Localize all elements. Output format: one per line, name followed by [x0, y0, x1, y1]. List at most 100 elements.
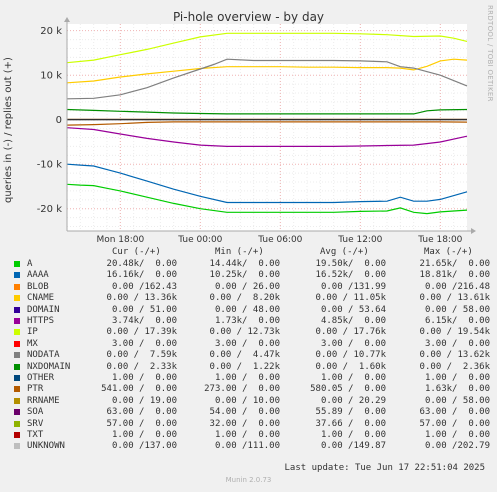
series-line-ip: [66, 32, 468, 64]
legend-swatch: [14, 340, 20, 347]
legend-max-value: 0.00 / 13.62k: [414, 350, 490, 361]
legend-name: TXT: [27, 430, 44, 440]
legend-name: SRV: [27, 418, 44, 429]
legend-name: OTHER: [27, 373, 55, 383]
legend-row-nxdomain: NXDOMAIN 0.00 / 2.33k 0.00 / 1.22k 0.00 …: [0, 362, 497, 373]
legend-min-value: 0.00 / 10.00: [209, 395, 280, 406]
legend-avg-value: 580.05 / 0.00: [310, 384, 386, 395]
legend-name: BLOB: [27, 281, 49, 292]
legend-max-value: 0.00 / 19.54k: [414, 327, 490, 338]
legend-avg-value: 1.00 / 0.00: [315, 430, 386, 440]
x-tick-label: Tue 18:00: [417, 235, 462, 244]
legend-cur-value: 0.00 / 2.33k: [101, 361, 177, 372]
legend-row-other: OTHER 1.00 / 0.00 1.00 / 0.00 1.00 / 0.0…: [0, 373, 497, 384]
grid: [67, 24, 467, 231]
legend-min-value: 3.00 / 0.00: [209, 338, 280, 349]
legend-max-value: 0.00 /216.48: [419, 281, 490, 292]
series-line-cname: [66, 58, 468, 84]
x-axis-arrow: [471, 228, 476, 234]
legend-max-value: 1.00 / 0.00: [419, 430, 490, 440]
legend-min-value: 0.00 / 26.00: [209, 281, 280, 292]
series-line-nxdomain: [66, 108, 468, 115]
legend-cur-value: 0.00 / 7.59k: [101, 350, 177, 361]
legend-max-value: 0.00 / 2.36k: [414, 361, 490, 372]
legend-min-value: 14.44k/ 0.00: [209, 259, 280, 269]
munin-version: Munin 2.0.73: [225, 476, 272, 484]
legend-min-value: 0.00 / 1.22k: [204, 361, 280, 372]
legend-row-aaaa: AAAA 16.16k/ 0.00 10.25k/ 0.00 16.52k/ 0.00…: [0, 270, 497, 281]
legend-name: DOMAIN: [27, 304, 60, 315]
series-line-aaaa: [66, 163, 468, 204]
legend-row-rrname: RRNAME 0.00 / 19.00 0.00 / 10.00 0.00 / …: [0, 396, 497, 407]
legend-avg-value: 0.00 / 11.05k: [310, 293, 386, 304]
legend-avg-value: 0.00 / 20.29: [315, 395, 386, 406]
legend-cur-value: 0.00 / 13.36k: [101, 293, 177, 304]
legend-max-value: 63.00 / 0.00: [419, 407, 490, 418]
legend-min-value: 54.00 / 0.00: [209, 407, 280, 418]
legend-cur-value: 1.00 / 0.00: [106, 430, 177, 440]
legend-max-value: 57.00 / 0.00: [419, 418, 490, 429]
legend-name: UNKNOWN: [27, 441, 65, 452]
y-tick-label: -10 k: [37, 160, 63, 171]
legend-name: NXDOMAIN: [27, 361, 71, 372]
legend-row-soa: SOA 63.00 / 0.00 54.00 / 0.00 55.89 / 0.00 6…: [0, 407, 497, 418]
legend-swatch: [14, 432, 20, 438]
legend-avg-value: 0.00 /149.87: [315, 441, 386, 452]
legend-avg-value: 0.00 /131.99: [315, 281, 386, 292]
legend-swatch: [14, 443, 20, 450]
legend-name: HTTPS: [27, 316, 55, 326]
legend-cur-value: 20.48k/ 0.00: [106, 259, 177, 269]
legend-name: SOA: [27, 407, 44, 418]
y-tick-label: 10 k: [40, 71, 62, 82]
legend-header-max: Max (-/+): [424, 247, 473, 257]
legend-row-mx: MX 3.00 / 0.00 3.00 / 0.00 3.00 / 0.00 3…: [0, 339, 497, 350]
legend-swatch: [14, 420, 20, 427]
legend-min-value: 273.00 / 0.00: [204, 384, 280, 395]
y-tick-label: 20 k: [40, 26, 62, 37]
series-line-https: [66, 127, 468, 147]
legend-row-https: HTTPS 3.74k/ 0.00 1.73k/ 0.00 4.85k/ 0.0…: [0, 316, 497, 327]
legend-name: PTR: [27, 384, 44, 395]
legend-max-value: 21.65k/ 0.00: [419, 259, 490, 269]
legend-header-avg: Avg (-/+): [320, 247, 369, 257]
legend-avg-value: 55.89 / 0.00: [315, 407, 386, 418]
legend-min-value: 1.00 / 0.00: [209, 373, 280, 383]
legend-cur-value: 3.74k/ 0.00: [106, 316, 177, 326]
legend-cur-value: 0.00 /162.43: [106, 281, 177, 292]
legend-row-unknown: UNKNOWN 0.00 /137.00 0.00 /111.00 0.00 /…: [0, 441, 497, 452]
legend-cur-value: 541.00 / 0.00: [101, 384, 177, 395]
chart-canvas: -20 k -10 k 0 10 k 20 k Mon 18:00 Tue 00:00 Tue…: [37, 17, 476, 244]
x-tick-label: Tue 12:00: [337, 235, 382, 244]
legend-row-cname: CNAME 0.00 / 13.36k 0.00 / 8.20k 0.00 / …: [0, 293, 497, 304]
legend-row-txt: TXT 1.00 / 0.00 1.00 / 0.00 1.00 / 0.00 …: [0, 430, 497, 441]
legend-max-value: 0.00 /202.79: [419, 441, 490, 452]
legend-row-blob: BLOB 0.00 /162.43 0.00 / 26.00 0.00 /131…: [0, 282, 497, 293]
legend-min-value: 1.73k/ 0.00: [209, 316, 280, 326]
legend-cur-value: 0.00 /137.00: [106, 441, 177, 452]
legend-name: IP: [27, 327, 38, 338]
series-line-a: [66, 183, 468, 215]
rrdtool-credit: RRDTOOL / TOBI OETIKER: [486, 5, 494, 102]
legend-avg-value: 0.00 / 10.77k: [310, 350, 386, 361]
legend-avg-value: 4.85k/ 0.00: [315, 316, 386, 326]
legend-cur-value: 0.00 / 19.00: [106, 395, 177, 406]
y-tick-label: -20 k: [37, 204, 63, 215]
legend-max-value: 0.00 / 58.00: [419, 304, 490, 315]
legend-avg-value: 0.00 / 1.60k: [310, 361, 386, 372]
legend-min-value: 0.00 /111.00: [209, 441, 280, 452]
legend-swatch: [14, 375, 20, 381]
legend-row-domain: DOMAIN 0.00 / 51.00 0.00 / 48.00 0.00 / …: [0, 305, 497, 316]
legend-row-nodata: NODATA 0.00 / 7.59k 0.00 / 4.47k 0.00 / …: [0, 350, 497, 361]
legend-max-value: 18.81k/ 0.00: [419, 270, 490, 281]
legend-row-a: A 20.48k/ 0.00 14.44k/ 0.00 19.50k/ 0.00 21.…: [0, 259, 497, 270]
legend-avg-value: 19.50k/ 0.00: [315, 259, 386, 269]
legend-max-value: 0.00 / 58.00: [419, 395, 490, 406]
legend-swatch: [14, 409, 20, 416]
legend-min-value: 0.00 / 48.00: [209, 304, 280, 315]
legend-min-value: 32.00 / 0.00: [209, 418, 280, 429]
legend-row-srv: SRV 57.00 / 0.00 32.00 / 0.00 37.66 / 0.00 5…: [0, 419, 497, 430]
legend-cur-value: 63.00 / 0.00: [106, 407, 177, 418]
legend-avg-value: 0.00 / 53.64: [315, 304, 386, 315]
y-axis-arrow: [64, 17, 70, 22]
legend-swatch: [14, 283, 20, 290]
